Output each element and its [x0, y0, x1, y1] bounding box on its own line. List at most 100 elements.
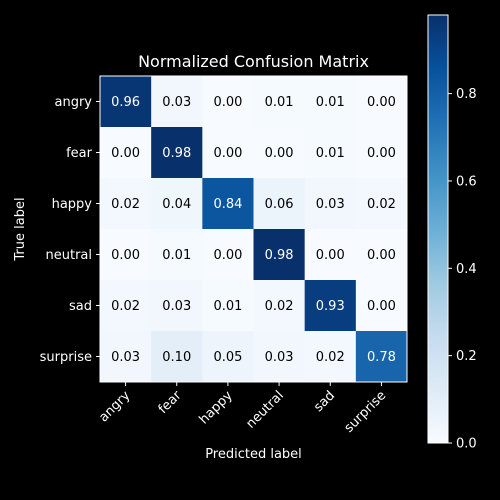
heatmap-cell-neutral-happy: [202, 229, 254, 281]
colorbar-tick-label: 0.0: [456, 437, 477, 452]
colorbar-tick-label: 0.8: [456, 87, 477, 102]
heatmap-cell-neutral-surprise: [355, 229, 408, 281]
heatmap-cell-angry-sad: [304, 76, 357, 128]
cell-value-label: 0.03: [111, 350, 140, 365]
heatmap-cell-surprise-surprise: [355, 331, 408, 383]
heatmap-cell-surprise-angry: [100, 331, 152, 383]
cell-value-label: 0.03: [316, 197, 345, 212]
heatmap-cell-angry-neutral: [253, 76, 306, 128]
heatmap-cell-neutral-neutral: [253, 229, 306, 281]
heatmap-cell-angry-fear: [151, 76, 203, 128]
cell-value-label: 0.00: [367, 299, 396, 314]
heatmap-cell-surprise-happy: [202, 331, 254, 383]
y-axis-ticks: angry fear happy neutral sad surprise: [40, 95, 100, 365]
cell-value-label: 0.00: [316, 248, 345, 263]
cell-value-label: 0.03: [162, 95, 191, 110]
heatmap-cell-sad-fear: [151, 280, 203, 332]
x-axis-ticks: angry fear happy neutral sad surprise: [96, 382, 389, 436]
heatmap-cell-happy-angry: [100, 178, 152, 230]
heatmap-cell-happy-fear: [151, 178, 203, 230]
cell-value-label: 0.02: [316, 350, 345, 365]
cell-value-label: 0.00: [367, 248, 396, 263]
heatmap-cell-neutral-fear: [151, 229, 203, 281]
y-tick-label-sad: sad: [69, 299, 92, 314]
heatmap-cell-fear-fear: [151, 127, 203, 179]
heatmap-cell-angry-surprise: [355, 76, 408, 128]
heatmap-cell-angry-happy: [202, 76, 254, 128]
colorbar: [427, 14, 449, 444]
x-tick-label-sad: sad: [311, 388, 338, 415]
x-tick-label-angry: angry: [96, 388, 133, 425]
chart-title: Normalized Confusion Matrix: [138, 52, 369, 71]
cell-value-label: 0.00: [111, 248, 140, 263]
y-tick-label-neutral: neutral: [46, 248, 93, 263]
heatmap-cell-fear-surprise: [355, 127, 408, 179]
cell-value-label: 0.84: [213, 197, 242, 212]
cell-value-label: 0.00: [213, 146, 242, 161]
y-tick-label-angry: angry: [55, 95, 93, 110]
colorbar-ticks: 0.0 0.2 0.4 0.6 0.8: [448, 87, 477, 452]
cell-value-label: 0.00: [111, 146, 140, 161]
heatmap-cell-sad-neutral: [253, 280, 306, 332]
heatmap-cells: [100, 76, 408, 383]
colorbar-tick-label: 0.4: [456, 262, 477, 277]
y-tick-label-surprise: surprise: [40, 350, 92, 365]
heatmap-value-labels: 0.96 0.03 0.00 0.01 0.01 0.00 0.00 0.98 0.00 0.00…: [111, 95, 396, 365]
cell-value-label: 0.93: [316, 299, 345, 314]
heatmap-cell-surprise-fear: [151, 331, 203, 383]
cell-value-label: 0.01: [316, 146, 345, 161]
cell-value-label: 0.02: [111, 197, 140, 212]
heatmap-cell-happy-happy: [202, 178, 254, 230]
heatmap-cell-sad-surprise: [355, 280, 408, 332]
cell-value-label: 0.02: [367, 197, 396, 212]
cell-value-label: 0.00: [213, 248, 242, 263]
cell-value-label: 0.00: [367, 146, 396, 161]
x-tick-label-happy: happy: [197, 388, 236, 427]
heatmap-cell-angry-angry: [100, 76, 152, 128]
cell-value-label: 0.98: [162, 146, 191, 161]
y-axis-label: True label: [13, 197, 28, 261]
heatmap-cell-fear-angry: [100, 127, 152, 179]
cell-value-label: 0.00: [367, 95, 396, 110]
cell-value-label: 0.04: [162, 197, 191, 212]
heatmap-cell-sad-sad: [304, 280, 357, 332]
heatmap-cell-neutral-sad: [304, 229, 357, 281]
x-axis-label: Predicted label: [205, 447, 302, 462]
cell-value-label: 0.02: [265, 299, 294, 314]
cell-value-label: 0.06: [265, 197, 294, 212]
x-tick-label-surprise: surprise: [342, 388, 390, 436]
heatmap-cell-happy-neutral: [253, 178, 306, 230]
heatmap-cell-happy-sad: [304, 178, 357, 230]
cell-value-label: 0.00: [213, 95, 242, 110]
y-tick-label-fear: fear: [66, 146, 93, 161]
cell-value-label: 0.96: [111, 95, 140, 110]
heatmap-cell-surprise-neutral: [253, 331, 306, 383]
heatmap-cell-sad-happy: [202, 280, 254, 332]
plot-frame: [99, 75, 408, 383]
y-tick-label-happy: happy: [52, 197, 93, 212]
heatmap-cell-fear-happy: [202, 127, 254, 179]
cell-value-label: 0.01: [265, 95, 294, 110]
cell-value-label: 0.05: [213, 350, 242, 365]
heatmap-cell-fear-sad: [304, 127, 357, 179]
colorbar-tick-label: 0.6: [456, 174, 477, 189]
x-tick-label-neutral: neutral: [243, 388, 286, 431]
cell-value-label: 0.01: [162, 248, 191, 263]
heatmap-cell-happy-surprise: [355, 178, 408, 230]
cell-value-label: 0.00: [265, 146, 294, 161]
colorbar-tick-label: 0.2: [456, 349, 477, 364]
cell-value-label: 0.01: [213, 299, 242, 314]
cell-value-label: 0.98: [265, 248, 294, 263]
x-tick-label-fear: fear: [156, 388, 185, 417]
heatmap-cell-neutral-angry: [100, 229, 152, 281]
cell-value-label: 0.10: [162, 350, 191, 365]
heatmap-cell-sad-angry: [100, 280, 152, 332]
heatmap-cell-fear-neutral: [253, 127, 306, 179]
heatmap-cell-surprise-sad: [304, 331, 357, 383]
cell-value-label: 0.03: [265, 350, 294, 365]
cell-value-label: 0.02: [111, 299, 140, 314]
cell-value-label: 0.03: [162, 299, 191, 314]
cell-value-label: 0.78: [367, 350, 396, 365]
cell-value-label: 0.01: [316, 95, 345, 110]
